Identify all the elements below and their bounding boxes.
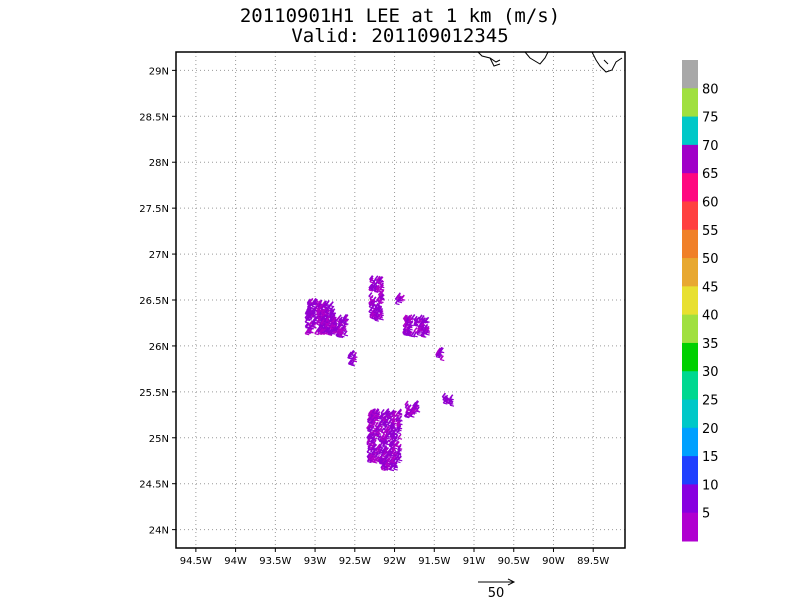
- lat-tick-label: 25.5N: [139, 388, 169, 399]
- wind-cluster: [347, 349, 358, 367]
- lat-tick-label: 26N: [149, 342, 169, 353]
- colorbar-label: 65: [702, 167, 719, 182]
- coastline: [477, 51, 623, 73]
- lon-tick-label: 91W: [463, 556, 486, 567]
- colorbar-label: 20: [702, 422, 719, 437]
- lon-tick-label: 93.5W: [259, 556, 291, 567]
- colorbar-swatch: [682, 456, 698, 485]
- colorbar-swatch: [682, 144, 698, 174]
- longitude-axis: 94.5W 94W 93.5W 93W 92.5W 92W 91.5W 91W 90.5W 90W…: [180, 548, 609, 567]
- lat-tick-label: 24N: [149, 526, 169, 537]
- latitude-axis: 29N 28.5N 28N 27.5N 27N 26.5N 26N 25.5N 25N 24.5N…: [139, 66, 176, 537]
- lat-tick-label: 27N: [149, 250, 169, 261]
- colorbar-label: 40: [702, 309, 719, 324]
- colorbar-label: 55: [702, 224, 719, 239]
- colorbar-label: 30: [702, 365, 719, 380]
- colorbar-swatch: [682, 427, 698, 457]
- lat-tick-label: 28N: [149, 158, 169, 169]
- colorbar-swatch: [682, 286, 698, 316]
- map-title: 20110901H1 LEE at 1 km (m/s): [239, 5, 561, 27]
- lon-tick-label: 94.5W: [180, 556, 212, 567]
- wind-cluster: [441, 392, 455, 407]
- wind-vectors: [304, 275, 455, 472]
- colorbar-swatch: [682, 512, 698, 542]
- colorbar-swatch: [682, 60, 698, 89]
- wind-cluster: [378, 457, 399, 472]
- lon-tick-label: 92W: [383, 556, 406, 567]
- lat-tick-label: 25N: [149, 434, 169, 445]
- lat-tick-label: 26.5N: [139, 296, 169, 307]
- colorbar-label: 80: [702, 82, 719, 97]
- lon-tick-label: 90W: [542, 556, 565, 567]
- wind-cluster: [403, 400, 421, 419]
- colorbar-label: 75: [702, 111, 719, 126]
- wind-cluster: [435, 346, 445, 362]
- lon-tick-label: 92.5W: [339, 556, 371, 567]
- colorbar-label: 15: [702, 450, 719, 465]
- reference-vector-label: 50: [488, 586, 505, 600]
- wind-cluster: [368, 275, 385, 322]
- colorbar: 5 10 15 20 25 30 35 40 45 50 55 60 65 70 75 80: [682, 60, 719, 542]
- colorbar-swatch: [682, 258, 698, 287]
- colorbar-swatch: [682, 371, 698, 401]
- wind-cluster: [366, 408, 403, 465]
- map-valid-time: Valid: 201109012345: [291, 25, 509, 47]
- colorbar-label: 35: [702, 337, 719, 352]
- lon-tick-label: 90.5W: [498, 556, 530, 567]
- lon-tick-label: 93W: [304, 556, 327, 567]
- colorbar-label: 5: [702, 507, 710, 522]
- lon-tick-label: 89.5W: [577, 556, 609, 567]
- colorbar-label: 70: [702, 139, 719, 154]
- colorbar-swatch: [682, 229, 698, 259]
- colorbar-label: 60: [702, 195, 719, 210]
- colorbar-swatch: [682, 116, 698, 146]
- lon-tick-label: 94W: [224, 556, 247, 567]
- lat-tick-label: 28.5N: [139, 112, 169, 123]
- lat-tick-label: 27.5N: [139, 204, 169, 215]
- colorbar-swatch: [682, 201, 698, 231]
- colorbar-label: 50: [702, 252, 719, 267]
- lat-tick-label: 29N: [149, 66, 169, 77]
- colorbar-swatch: [682, 484, 698, 514]
- reference-vector: 50: [478, 578, 516, 600]
- wind-cluster: [394, 292, 406, 306]
- colorbar-swatch: [682, 314, 698, 344]
- wind-cluster: [316, 313, 349, 339]
- colorbar-label: 10: [702, 478, 719, 493]
- colorbar-swatch: [682, 173, 698, 202]
- colorbar-swatch: [682, 88, 698, 118]
- wind-cluster: [402, 314, 431, 338]
- colorbar-swatch: [682, 342, 698, 372]
- colorbar-label: 45: [702, 280, 719, 295]
- colorbar-label: 25: [702, 394, 719, 409]
- lon-tick-label: 91.5W: [418, 556, 450, 567]
- colorbar-swatch: [682, 399, 698, 429]
- lat-tick-label: 24.5N: [139, 480, 169, 491]
